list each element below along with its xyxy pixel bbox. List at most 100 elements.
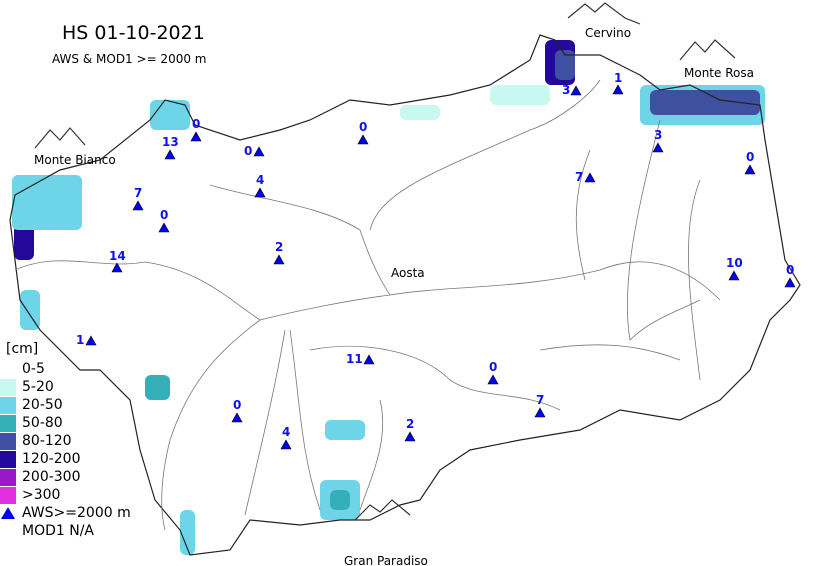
legend-mod: MOD1 N/A — [22, 523, 95, 539]
station-value: 0 — [192, 117, 201, 131]
map-title: HS 01-10-2021 — [62, 22, 205, 44]
snow-patch — [330, 490, 350, 510]
legend-class-label: >300 — [22, 487, 61, 503]
station-value: 14 — [109, 249, 126, 263]
station-value: 7 — [134, 186, 143, 200]
legend-class: 200-300 — [0, 468, 131, 486]
aws-station-marker — [132, 200, 144, 211]
aws-station-marker — [164, 149, 176, 160]
legend-class-label: 0-5 — [22, 361, 45, 377]
snow-patch — [14, 225, 34, 260]
rivers — [14, 79, 721, 531]
aws-station-marker — [357, 134, 369, 145]
legend-swatch — [0, 378, 16, 396]
station-value: 2 — [275, 240, 284, 254]
place-label: Monte Bianco — [34, 153, 116, 167]
snow-patch — [400, 105, 440, 120]
station-value: 0 — [160, 208, 169, 222]
legend-swatch — [0, 432, 16, 450]
place-label: Gran Paradiso — [344, 554, 428, 566]
aws-station-marker — [280, 439, 292, 450]
snow-patch — [325, 420, 365, 440]
station-value: 7 — [536, 393, 545, 407]
snow-patch — [180, 510, 195, 555]
aws-station-marker — [273, 254, 285, 265]
snow-patch — [12, 175, 82, 230]
station-value: 0 — [489, 360, 498, 374]
station-value: 11 — [346, 352, 363, 366]
legend-class-label: 20-50 — [22, 397, 63, 413]
snow-patch — [145, 375, 170, 400]
aws-station-marker — [744, 164, 756, 175]
legend-class: 20-50 — [0, 396, 131, 414]
place-label: Monte Rosa — [684, 66, 754, 80]
station-value: 10 — [726, 256, 743, 270]
legend-swatch — [0, 414, 16, 432]
aws-station-marker — [404, 431, 416, 442]
station-value: 0 — [786, 263, 795, 277]
station-value: 0 — [244, 144, 253, 158]
aws-station-marker — [231, 412, 243, 423]
snow-patch — [20, 290, 40, 330]
aws-station-marker — [158, 222, 170, 233]
legend-aws: AWS>=2000 m — [0, 504, 131, 522]
legend-class: 50-80 — [0, 414, 131, 432]
aws-station-marker — [652, 142, 664, 153]
aws-station-marker — [487, 374, 499, 385]
station-value: 2 — [406, 417, 415, 431]
station-value: 13 — [162, 135, 179, 149]
legend: [cm] 0-5 5-20 20-50 50-80 80-120 120-200 200-3… — [0, 340, 131, 540]
legend-class-label: 80-120 — [22, 433, 72, 449]
snow-patch — [555, 50, 575, 80]
snow-patch — [650, 90, 760, 115]
legend-swatch — [0, 396, 16, 414]
aws-station-marker — [784, 277, 796, 288]
station-value: 4 — [282, 425, 291, 439]
aws-station-marker — [612, 84, 624, 95]
legend-class-label: 120-200 — [22, 451, 81, 467]
legend-swatch — [0, 486, 16, 504]
legend-class: 120-200 — [0, 450, 131, 468]
aws-station-marker — [253, 146, 265, 157]
legend-class: 5-20 — [0, 378, 131, 396]
legend-aws-label: AWS>=2000 m — [22, 505, 131, 521]
snow-patch — [490, 85, 550, 105]
place-label: Cervino — [585, 26, 632, 40]
aws-station-marker — [534, 407, 546, 418]
legend-class: 80-120 — [0, 432, 131, 450]
aws-station-marker — [363, 354, 375, 365]
station-value: 1 — [614, 71, 623, 85]
map-subtitle: AWS & MOD1 >= 2000 m — [52, 52, 207, 66]
legend-class-label: 50-80 — [22, 415, 63, 431]
aws-station-marker — [584, 172, 596, 183]
triangle-icon — [1, 507, 15, 519]
aws-station-marker — [570, 85, 582, 96]
aws-station-marker — [85, 335, 97, 346]
station-value: 4 — [256, 173, 265, 187]
station-value: 3 — [654, 128, 663, 142]
station-value: 0 — [746, 150, 755, 164]
aws-station-marker — [111, 262, 123, 273]
station-value: 0 — [233, 398, 242, 412]
aws-station-marker — [190, 131, 202, 142]
legend-class-label: 5-20 — [22, 379, 54, 395]
legend-swatch — [0, 450, 16, 468]
place-label: Aosta — [391, 266, 425, 280]
legend-class-label: 200-300 — [22, 469, 81, 485]
legend-class: 0-5 — [0, 360, 131, 378]
snow-cover-layer — [12, 40, 765, 555]
legend-unit: [cm] — [6, 341, 39, 357]
station-value: 3 — [562, 83, 571, 97]
legend-class: >300 — [0, 486, 131, 504]
station-value: 1 — [76, 333, 85, 347]
aws-station-marker — [728, 270, 740, 281]
legend-swatch — [0, 468, 16, 486]
legend-swatch — [0, 360, 16, 378]
aws-station-marker — [254, 187, 266, 198]
aws-stations — [85, 84, 796, 450]
station-value: 7 — [575, 170, 584, 184]
mountain-icons — [34, 2, 736, 521]
station-value: 0 — [359, 120, 368, 134]
